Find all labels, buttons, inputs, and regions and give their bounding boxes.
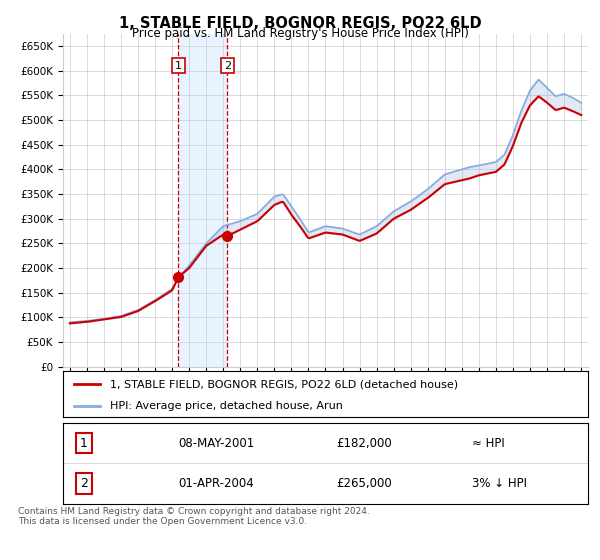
Text: 1: 1 (80, 437, 88, 450)
Bar (178, 34, 227, 367)
Text: £265,000: £265,000 (336, 477, 392, 490)
Text: 2: 2 (224, 60, 231, 71)
Text: Price paid vs. HM Land Registry's House Price Index (HPI): Price paid vs. HM Land Registry's House … (131, 27, 469, 40)
Text: 1, STABLE FIELD, BOGNOR REGIS, PO22 6LD: 1, STABLE FIELD, BOGNOR REGIS, PO22 6LD (119, 16, 481, 31)
Text: 1: 1 (175, 60, 182, 71)
Text: 08-MAY-2001: 08-MAY-2001 (179, 437, 255, 450)
Text: ≈ HPI: ≈ HPI (473, 437, 505, 450)
Text: Contains HM Land Registry data © Crown copyright and database right 2024.
This d: Contains HM Land Registry data © Crown c… (18, 507, 370, 526)
Text: 01-APR-2004: 01-APR-2004 (179, 477, 254, 490)
Text: HPI: Average price, detached house, Arun: HPI: Average price, detached house, Arun (110, 401, 343, 410)
Text: 2: 2 (80, 477, 88, 490)
Text: 3% ↓ HPI: 3% ↓ HPI (473, 477, 527, 490)
Text: 1, STABLE FIELD, BOGNOR REGIS, PO22 6LD (detached house): 1, STABLE FIELD, BOGNOR REGIS, PO22 6LD … (110, 379, 458, 389)
Text: £182,000: £182,000 (336, 437, 392, 450)
